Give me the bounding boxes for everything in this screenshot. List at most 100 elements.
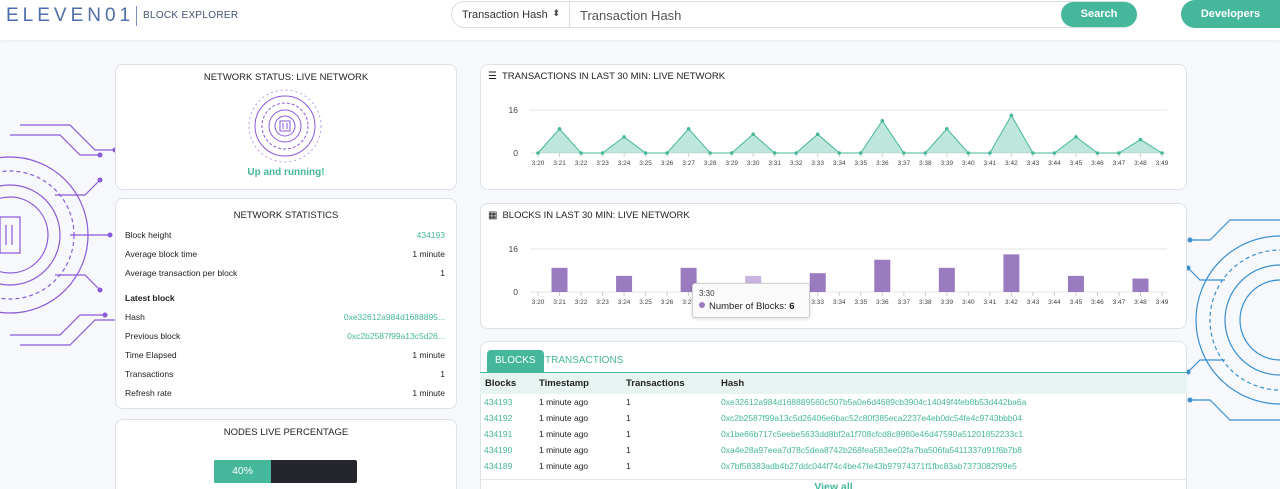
- stat-label: Average block time: [125, 249, 198, 259]
- stat-label: Transactions: [125, 369, 174, 379]
- block-hash-link[interactable]: 0xa4e28a97eea7d78c5dea8742b268fea583ee02…: [721, 445, 1022, 455]
- stat-value: 1 minute: [412, 249, 445, 259]
- transactions-chart: 16 0 3:20 3:21 3:22 3:23 3:24 3:25 3:26 3:27 3:28 3…: [509, 105, 1169, 167]
- block-number-link[interactable]: 434191: [484, 429, 513, 439]
- tab-transactions[interactable]: TRANSACTIONS: [545, 355, 624, 366]
- tooltip-value: 6: [789, 301, 795, 312]
- x-tick-label: 3:49: [1156, 299, 1169, 306]
- bar: [616, 275, 633, 292]
- x-tick-label: 3:47: [1113, 299, 1126, 306]
- block-hash-link[interactable]: 0x1be66b717c5eebe5633dd8bf2a1f708cfcd8c8…: [721, 429, 1024, 439]
- legend-dot-icon: [699, 302, 705, 308]
- stat-label: Hash: [125, 312, 145, 322]
- x-tick-label: 3:30: [747, 160, 760, 167]
- blocks-chart: 1603:203:213:223:233:243:253:263:273:283…: [509, 244, 1169, 306]
- data-point: [923, 151, 928, 155]
- data-point: [901, 151, 906, 155]
- x-tick-label: 3:43: [1027, 299, 1040, 306]
- x-tick-label: 3:43: [1027, 160, 1040, 167]
- data-point: [1031, 151, 1035, 155]
- latest-block-heading: Latest block: [125, 293, 175, 303]
- x-tick-label: 3:23: [596, 299, 609, 306]
- tab-blocks[interactable]: BLOCKS: [487, 350, 544, 372]
- x-tick-label: 3:46: [1091, 299, 1104, 306]
- x-tick-label: 3:34: [833, 160, 846, 167]
- bar: [809, 273, 826, 292]
- x-tick-label: 3:38: [919, 160, 932, 167]
- y-tick-label: 0: [513, 287, 518, 297]
- stat-row-refresh-rate: Refresh rate 1 minute: [125, 388, 445, 398]
- search-button[interactable]: Search: [1061, 2, 1137, 27]
- x-tick-label: 3:24: [618, 299, 631, 306]
- column-header-blocks: Blocks: [485, 378, 517, 389]
- data-point: [815, 132, 820, 136]
- data-point: [1160, 151, 1164, 155]
- search-type-label: Transaction Hash: [462, 9, 548, 21]
- stat-row-avg-tx-per-block: Average transaction per block 1: [125, 268, 445, 278]
- data-point: [557, 127, 562, 131]
- developers-button[interactable]: Developers: [1181, 0, 1280, 28]
- x-tick-label: 3:31: [768, 160, 781, 167]
- sort-caret-icon: ⬍: [552, 8, 560, 18]
- x-tick-label: 3:20: [532, 160, 545, 167]
- search-type-select[interactable]: Transaction Hash ⬍: [452, 2, 570, 27]
- stat-label: Block height: [125, 230, 172, 240]
- stat-value: 1 minute: [412, 350, 445, 360]
- x-tick-label: 3:41: [984, 299, 997, 306]
- data-point: [665, 151, 669, 155]
- block-number-link[interactable]: 434189: [484, 461, 513, 471]
- x-tick-label: 3:41: [984, 160, 997, 167]
- block-hash-link[interactable]: 0xc2b2587f99a13c5d26406e6bac52c80f385eca…: [721, 413, 1023, 423]
- network-status-title: NETWORK STATUS: LIVE NETWORK: [203, 72, 369, 83]
- x-tick-label: 3:37: [897, 160, 910, 167]
- stat-row-previous-block: Previous block 0xc2b2587f99a13c5d26...: [125, 331, 445, 341]
- bar: [551, 267, 568, 292]
- block-tx-count: 1: [626, 397, 631, 407]
- block-number-link[interactable]: 434190: [484, 445, 513, 455]
- block-tx-count: 1: [626, 445, 631, 455]
- x-tick-label: 3:28: [704, 160, 717, 167]
- circuit-decoration-left-icon: [0, 124, 121, 346]
- x-tick-label: 3:46: [1091, 160, 1104, 167]
- stat-row-avg-block-time: Average block time 1 minute: [125, 249, 445, 259]
- block-tx-count: 1: [626, 413, 631, 423]
- x-tick-label: 3:48: [1134, 160, 1147, 167]
- stat-value: 1 minute: [412, 388, 445, 398]
- block-timestamp: 1 minute ago: [539, 461, 589, 471]
- x-tick-label: 3:27: [682, 299, 695, 306]
- x-tick-label: 3:34: [833, 299, 846, 306]
- data-point: [1138, 137, 1143, 142]
- column-header-timestamp: Timestamp: [539, 378, 589, 389]
- search-input[interactable]: Transaction Hash: [580, 8, 682, 23]
- data-point: [622, 135, 626, 139]
- blocks-chart-panel: [480, 203, 1187, 329]
- y-tick-label: 16: [509, 244, 519, 254]
- stat-value-hash[interactable]: 0xe32612a984d1688895...: [343, 312, 445, 322]
- x-tick-label: 3:20: [532, 299, 545, 306]
- data-point: [643, 151, 648, 155]
- data-point: [1009, 113, 1014, 118]
- view-all-link[interactable]: View all: [480, 479, 1187, 489]
- block-hash-link[interactable]: 0xe32612a984d168889560c507b5a0e6d4689cb3…: [721, 397, 1027, 407]
- logo[interactable]: ELEVEN01: [6, 5, 135, 26]
- x-tick-label: 3:26: [661, 160, 674, 167]
- block-tx-count: 1: [626, 461, 631, 471]
- data-point: [1095, 151, 1100, 155]
- data-point: [945, 127, 949, 131]
- stat-row-block-height: Block height 434193: [125, 230, 445, 240]
- data-point: [579, 151, 583, 155]
- x-tick-label: 3:45: [1070, 299, 1083, 306]
- y-tick-label: 16: [509, 105, 519, 115]
- block-number-link[interactable]: 434192: [484, 413, 513, 423]
- block-number-link[interactable]: 434193: [484, 397, 513, 407]
- x-tick-label: 3:48: [1134, 299, 1147, 306]
- block-tx-count: 1: [626, 429, 631, 439]
- x-tick-label: 3:38: [919, 299, 932, 306]
- series-line: [537, 114, 1163, 154]
- stat-value-previous-block[interactable]: 0xc2b2587f99a13c5d26...: [347, 331, 445, 341]
- data-point: [729, 151, 734, 155]
- x-tick-label: 3:22: [575, 299, 588, 306]
- block-hash-link[interactable]: 0x7bf58383adb4b27ddc044f74c4be47fe43b979…: [721, 461, 1017, 471]
- data-point: [880, 118, 885, 123]
- stat-value-block-height[interactable]: 434193: [416, 230, 445, 240]
